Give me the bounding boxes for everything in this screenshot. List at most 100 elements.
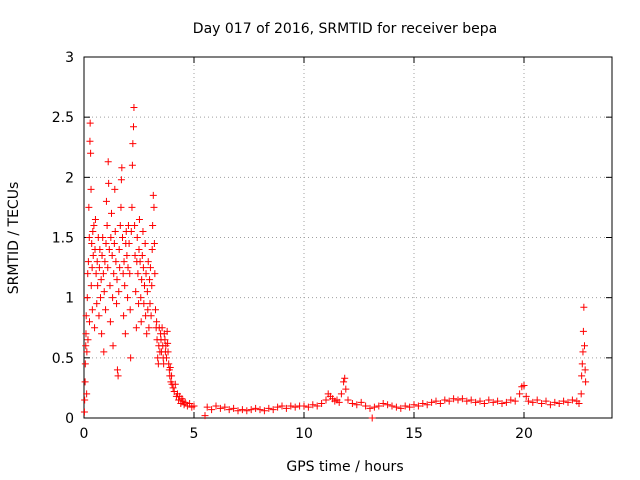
data-point (116, 264, 124, 272)
data-point (115, 246, 123, 254)
data-point (91, 215, 99, 223)
data-point (111, 185, 119, 193)
data-point (344, 396, 352, 404)
data-point (260, 407, 268, 415)
data-point (480, 400, 488, 408)
data-point (375, 402, 383, 410)
data-point (458, 395, 466, 403)
data-point (274, 403, 282, 411)
data-point (555, 400, 563, 408)
data-point (485, 396, 493, 404)
data-point (100, 348, 108, 356)
x-tick-label: 0 (80, 426, 89, 442)
data-point (322, 396, 330, 404)
data-point (150, 203, 158, 211)
data-point (291, 403, 299, 411)
y-axis-label: SRMTID / TECUs (6, 182, 22, 295)
data-point (472, 398, 480, 406)
data-point (489, 398, 497, 406)
y-tick-label: 0 (65, 411, 74, 427)
data-point (300, 402, 308, 410)
data-point (169, 384, 177, 392)
data-point (230, 404, 238, 412)
data-point (141, 282, 148, 290)
data-point (164, 348, 172, 356)
data-point (580, 303, 588, 311)
data-point (577, 390, 585, 398)
data-point (102, 197, 110, 205)
data-point (498, 400, 506, 408)
y-tick-label: 1.5 (52, 231, 74, 247)
data-point (106, 318, 114, 326)
data-point (428, 398, 436, 406)
data-point (87, 282, 95, 290)
data-point (83, 390, 91, 398)
data-point (103, 221, 111, 229)
data-point (551, 398, 559, 406)
data-point (341, 374, 349, 382)
data-point (97, 276, 105, 284)
data-point (533, 396, 541, 404)
data-point (406, 403, 414, 411)
data-point (118, 164, 126, 172)
data-point (117, 176, 125, 184)
data-point (139, 227, 147, 235)
data-point (243, 407, 251, 415)
data-point (401, 402, 409, 410)
data-point (131, 252, 139, 260)
data-point (392, 403, 400, 411)
data-point (234, 407, 242, 415)
data-point (158, 324, 166, 332)
data-point (88, 306, 96, 314)
data-point (564, 398, 572, 406)
data-point (164, 339, 172, 347)
data-point (104, 158, 112, 166)
data-point (135, 246, 143, 254)
data-point (126, 306, 134, 314)
data-point (568, 396, 576, 404)
data-point (147, 312, 155, 320)
data-point (203, 403, 211, 411)
data-point (85, 234, 93, 241)
data-point (546, 401, 554, 409)
data-point (120, 312, 128, 320)
data-point (175, 396, 183, 404)
data-point (139, 264, 147, 272)
data-point (109, 294, 117, 302)
data-point (105, 179, 113, 187)
data-point (124, 221, 132, 229)
data-point (516, 390, 524, 398)
data-point (114, 372, 122, 380)
data-point (91, 324, 99, 332)
data-point (113, 300, 121, 308)
data-point (318, 400, 326, 408)
data-point (153, 318, 161, 326)
data-point (287, 402, 295, 410)
data-point (84, 336, 92, 344)
data-point (145, 324, 153, 332)
data-point (88, 264, 96, 272)
data-point (143, 330, 151, 338)
data-point (410, 401, 418, 409)
data-point (141, 240, 149, 248)
data-point (109, 342, 117, 350)
x-tick-label: 15 (405, 426, 423, 442)
data-point (148, 282, 156, 290)
data-point (99, 270, 107, 278)
data-point (81, 396, 89, 404)
grid-lines (84, 57, 612, 418)
data-point (123, 252, 131, 260)
data-point (113, 366, 121, 374)
data-point (186, 400, 194, 408)
data-point (82, 330, 90, 338)
data-point (86, 119, 94, 127)
data-point (348, 400, 356, 408)
data-point (476, 397, 484, 405)
data-point (136, 258, 144, 266)
data-point (108, 209, 115, 217)
data-point (117, 203, 125, 211)
chart-title: Day 017 of 2016, SRMTID for receiver bep… (193, 21, 497, 37)
data-point (436, 400, 444, 408)
x-tick-label: 10 (295, 426, 313, 442)
data-point (578, 360, 586, 368)
